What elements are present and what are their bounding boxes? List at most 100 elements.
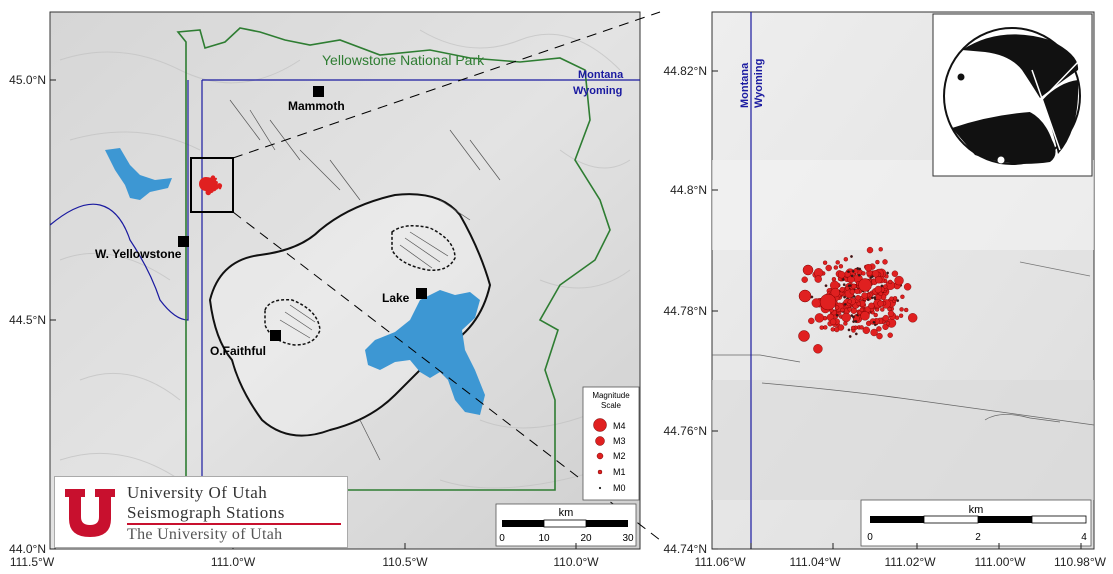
earthquake-marker: [859, 325, 864, 330]
right-swarm-quakes: [798, 246, 918, 354]
earthquake-marker: [861, 271, 866, 276]
focal-mechanism-beachball: [932, 13, 1093, 177]
montana-label-right: Montana: [739, 62, 751, 108]
earthquake-marker: [848, 335, 852, 338]
earthquake-marker: [808, 317, 815, 325]
left-lat-44-5: 44.5°N: [9, 313, 46, 327]
earthquake-marker: [873, 312, 878, 318]
earthquake-marker: [835, 313, 839, 317]
mammoth-label: Mammoth: [288, 99, 345, 113]
earthquake-marker: [843, 295, 846, 299]
earthquake-marker: [882, 259, 888, 265]
earthquake-marker: [847, 270, 850, 274]
state-border-line: [201, 79, 640, 490]
legend-title-2: Scale: [601, 401, 622, 410]
hebgen-lake: [105, 148, 172, 200]
w-yellowstone-label: W. Yellowstone: [95, 247, 182, 261]
earthquake-marker-large: [819, 293, 837, 311]
earthquake-marker: [860, 311, 870, 321]
right-lat-44-82: 44.82°N: [664, 64, 708, 78]
earthquake-marker: [822, 260, 828, 265]
earthquake-marker: [855, 295, 861, 301]
right-lon-111-00: 111.00°W: [974, 555, 1026, 569]
earthquake-marker: [896, 299, 900, 302]
earthquake-marker: [859, 307, 864, 312]
earthquake-marker: [843, 302, 847, 306]
earthquake-marker: [874, 285, 883, 294]
w-yellowstone-marker: [178, 236, 189, 247]
block-u-logo-icon: [65, 489, 115, 537]
left-map: Mammoth W. Yellowstone Lake O.Faithful Y…: [9, 11, 661, 569]
old-faithful-label: O.Faithful: [210, 344, 266, 358]
earthquake-marker-large: [802, 264, 814, 276]
left-swarm-quakes: [199, 175, 223, 196]
earthquake-marker: [831, 277, 837, 282]
earthquake-marker: [876, 332, 883, 340]
earthquake-marker: [852, 320, 855, 323]
earthquake-marker: [215, 177, 217, 180]
wyoming-label-right: Wyoming: [753, 59, 765, 108]
earthquake-marker: [864, 264, 873, 272]
earthquake-marker: [845, 286, 850, 291]
earthquake-marker: [837, 324, 845, 331]
zoom-leader-upper: [232, 11, 661, 159]
left-scale-30: 30: [622, 533, 634, 544]
earthquake-marker: [854, 319, 858, 323]
earthquake-marker: [838, 264, 844, 269]
logo-line-3: The University of Utah: [127, 526, 283, 543]
earthquake-marker: [842, 283, 846, 287]
university-logo: University Of Utah Seismograph Stations …: [54, 476, 348, 548]
right-lon-111-06: 111.06°W: [694, 555, 746, 569]
earthquake-marker-large: [798, 289, 812, 303]
earthquake-marker: [856, 267, 860, 270]
earthquake-marker: [888, 279, 893, 285]
earthquake-marker: [850, 314, 854, 317]
earthquake-marker: [892, 296, 898, 301]
earthquake-marker: [885, 321, 891, 326]
earthquake-marker: [861, 292, 868, 299]
right-lat-44-74: 44.74°N: [664, 542, 708, 556]
right-lon-111-02: 111.02°W: [884, 555, 936, 569]
earthquake-marker: [210, 175, 216, 180]
earthquake-marker: [841, 312, 851, 323]
earthquake-marker: [898, 313, 904, 318]
earthquake-marker: [829, 318, 837, 325]
logo-line-1: University Of Utah: [127, 483, 268, 502]
earthquake-marker: [868, 302, 875, 309]
legend-m3: M3: [613, 436, 626, 446]
earthquake-marker: [875, 259, 880, 265]
earthquake-marker: [833, 265, 838, 270]
earthquake-marker: [854, 332, 858, 336]
right-scale-2: 2: [975, 532, 981, 543]
left-lat-45: 45.0°N: [9, 73, 46, 87]
earthquake-marker: [839, 286, 845, 293]
earthquake-marker: [847, 284, 851, 288]
left-lon-110: 110.0°W: [553, 555, 599, 569]
earthquake-marker: [823, 325, 828, 330]
earthquake-marker: [847, 299, 852, 304]
earthquake-marker: [880, 284, 884, 288]
right-scale-title: km: [969, 504, 984, 516]
earthquake-marker: [871, 296, 874, 300]
legend-m1: M1: [613, 467, 626, 477]
earthquake-marker: [903, 283, 912, 291]
right-terrain-texture: [712, 160, 1094, 500]
right-lon-111-04: 111.04°W: [789, 555, 841, 569]
legend-title-1: Magnitude: [592, 391, 630, 400]
earthquake-marker: [847, 328, 851, 332]
earthquake-marker: [814, 275, 822, 283]
earthquake-marker: [850, 274, 854, 278]
earthquake-marker: [900, 294, 905, 299]
montana-label-left: Montana: [578, 69, 624, 81]
left-lon-111: 111.0°W: [211, 555, 256, 569]
left-lon-110-5: 110.5°W: [382, 555, 428, 569]
magnitude-legend: Magnitude Scale M4 M3 M2 M1 M0: [582, 386, 640, 501]
earthquake-marker: [878, 247, 883, 252]
earthquake-marker: [889, 296, 894, 301]
earthquake-marker: [212, 180, 217, 185]
left-lon-111-5: 111.5°W: [10, 555, 55, 569]
earthquake-marker: [830, 287, 840, 298]
earthquake-marker: [840, 307, 845, 313]
lake-marker: [416, 288, 427, 299]
lake-label: Lake: [382, 291, 410, 305]
